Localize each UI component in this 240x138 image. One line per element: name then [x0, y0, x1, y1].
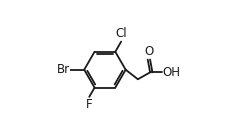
Text: O: O [144, 45, 154, 58]
Text: F: F [86, 98, 93, 111]
Text: OH: OH [163, 66, 181, 79]
Text: Cl: Cl [116, 27, 127, 40]
Text: Br: Br [57, 63, 70, 76]
